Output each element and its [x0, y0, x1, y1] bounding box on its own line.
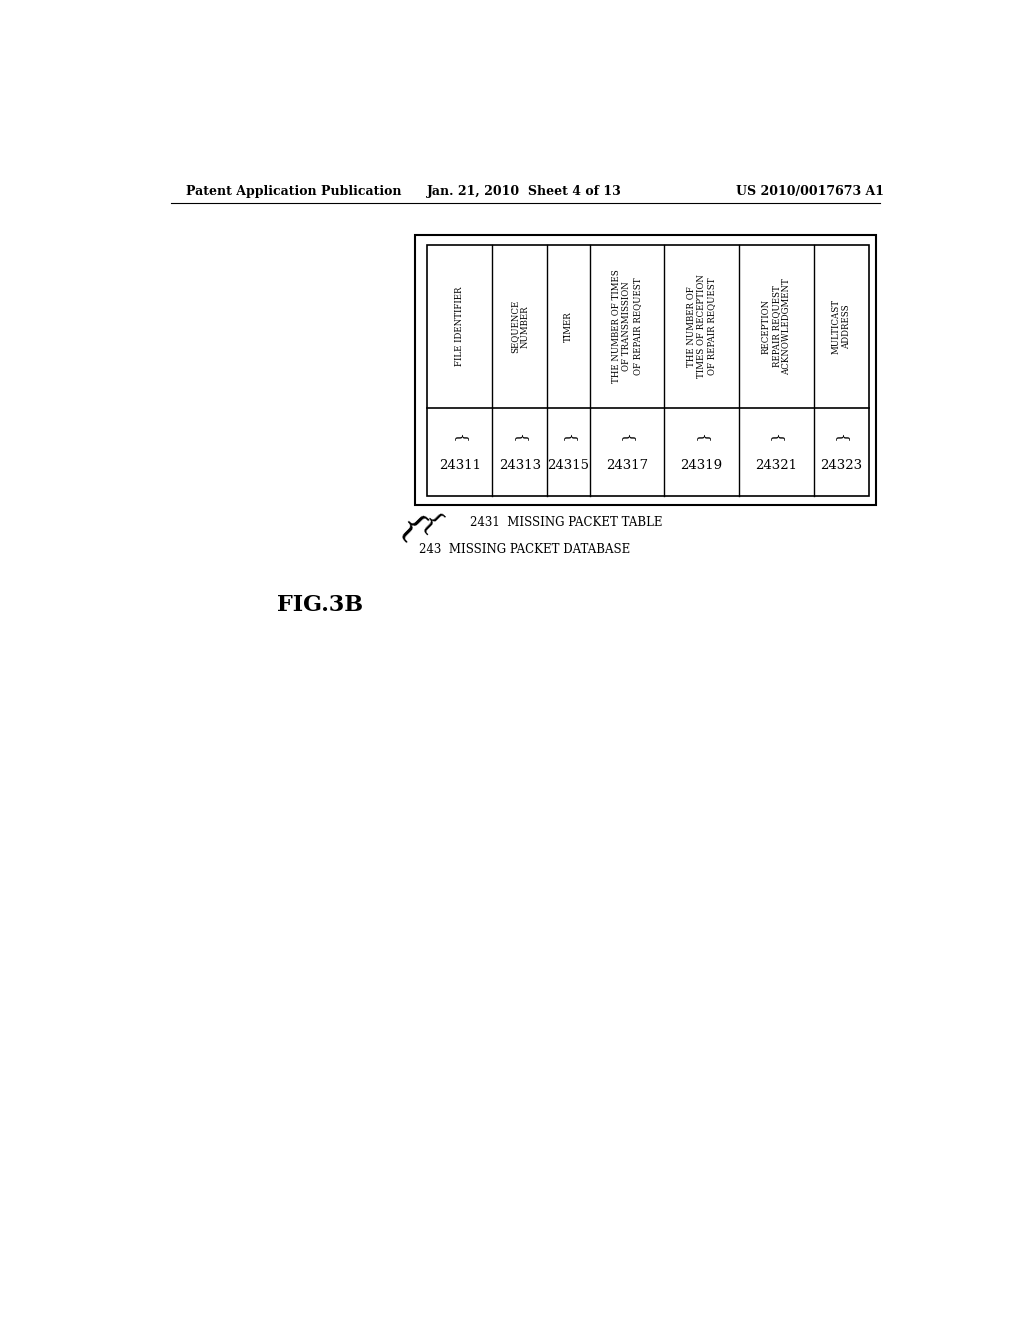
Text: FILE IDENTIFIER: FILE IDENTIFIER [455, 286, 464, 366]
Text: 24311: 24311 [438, 459, 480, 473]
Text: {: { [835, 433, 848, 442]
Text: {: { [620, 433, 634, 442]
Text: 24323: 24323 [820, 459, 862, 473]
Text: {: { [513, 433, 526, 442]
Bar [415, 235, 876, 506]
Text: {: { [694, 433, 709, 442]
Text: THE NUMBER OF
TIMES OF RECEPTION
OF REPAIR REQUEST: THE NUMBER OF TIMES OF RECEPTION OF REPA… [687, 275, 717, 378]
Text: 24315: 24315 [548, 459, 590, 473]
Text: 243  MISSING PACKET DATABASE: 243 MISSING PACKET DATABASE [419, 544, 630, 557]
Text: MULTICAST
ADDRESS: MULTICAST ADDRESS [831, 298, 851, 354]
Text: THE NUMBER OF TIMES
OF TRANSMISSION
OF REPAIR REQUEST: THE NUMBER OF TIMES OF TRANSMISSION OF R… [612, 269, 642, 383]
Text: Patent Application Publication: Patent Application Publication [186, 185, 401, 198]
Text: {: { [769, 433, 783, 442]
Text: RECEPTION
REPAIR REQUEST
ACKNOWLEDGMENT: RECEPTION REPAIR REQUEST ACKNOWLEDGMENT [762, 277, 792, 375]
Text: 24313: 24313 [499, 459, 541, 473]
Text: 24319: 24319 [681, 459, 723, 473]
Text: Jan. 21, 2010  Sheet 4 of 13: Jan. 21, 2010 Sheet 4 of 13 [427, 185, 623, 198]
Text: SEQUENCE
NUMBER: SEQUENCE NUMBER [510, 300, 529, 352]
Text: {: { [416, 508, 446, 540]
Text: TIMER: TIMER [564, 310, 573, 342]
Text: 24321: 24321 [756, 459, 798, 473]
Bar [427, 244, 869, 496]
Text: FIG.3B: FIG.3B [278, 594, 364, 616]
Text: {: { [391, 508, 431, 549]
Text: 2431  MISSING PACKET TABLE: 2431 MISSING PACKET TABLE [470, 516, 663, 529]
Text: 24317: 24317 [606, 459, 648, 473]
Text: {: { [453, 433, 467, 442]
Text: {: { [561, 433, 575, 442]
Text: US 2010/0017673 A1: US 2010/0017673 A1 [735, 185, 884, 198]
